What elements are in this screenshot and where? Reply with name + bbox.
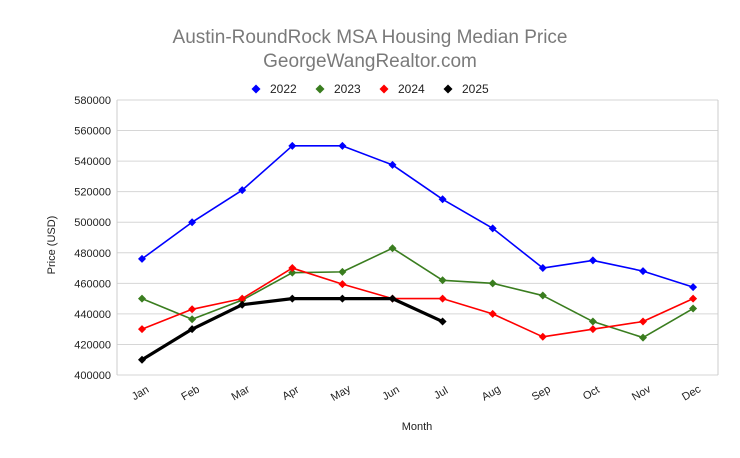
data-point-2024	[689, 294, 698, 303]
x-tick-label: Apr	[280, 384, 301, 403]
series-line-2024	[141, 267, 694, 338]
x-tick-label: Mar	[229, 383, 252, 403]
data-point-2022	[138, 254, 146, 263]
data-point-2022	[188, 218, 197, 227]
data-point-2022	[588, 256, 597, 265]
legend-label-2024: 2024	[398, 82, 425, 96]
data-point-2024	[138, 325, 146, 334]
series-line-2025	[141, 297, 444, 362]
y-axis: 400000 420000 440000 460000 480000 500000 5200…	[74, 95, 111, 382]
y-tick-label: 540000	[74, 156, 111, 168]
series-group	[138, 141, 698, 364]
data-point-2023	[639, 333, 647, 342]
x-axis-label: Month	[402, 421, 433, 433]
chart-title: Austin-RoundRock MSA Housing Median Pric…	[173, 27, 568, 48]
y-tick-label: 520000	[74, 187, 111, 199]
data-point-2024	[238, 294, 247, 303]
data-point-2022	[488, 224, 497, 233]
data-point-2025	[438, 317, 447, 326]
y-tick-label: 560000	[74, 126, 111, 138]
data-point-2023	[138, 294, 146, 303]
x-axis: Jan Feb Mar Apr May Jun Jul Aug Sep Oct Nov Dec	[130, 383, 704, 404]
data-point-2025	[238, 300, 247, 309]
legend-marker-2024	[379, 84, 389, 94]
y-axis-label: Price (USD)	[46, 216, 58, 275]
data-point-2023	[188, 315, 197, 324]
series-line-2023	[141, 247, 694, 339]
data-point-2024	[338, 280, 347, 289]
data-point-2023	[538, 291, 547, 300]
data-point-2025	[138, 355, 146, 364]
data-point-2022	[338, 141, 347, 150]
x-tick-label: Sep	[530, 383, 553, 403]
data-point-2022	[238, 186, 247, 195]
y-tick-label: 500000	[74, 217, 111, 229]
y-tick-label: 580000	[74, 95, 111, 107]
data-point-2022	[288, 141, 297, 150]
data-point-2023	[288, 268, 297, 277]
data-point-2023	[488, 279, 497, 288]
y-tick-label: 420000	[74, 339, 111, 351]
data-point-2024	[288, 264, 297, 273]
data-point-2024	[438, 294, 447, 303]
data-point-2022	[689, 283, 698, 292]
x-tick-label: Dec	[680, 383, 703, 403]
chart-subtitle: GeorgeWangRealtor.com	[263, 51, 477, 72]
x-tick-label: Feb	[179, 383, 201, 403]
legend-label-2023: 2023	[334, 82, 361, 96]
data-point-2024	[588, 325, 597, 334]
data-point-2025	[288, 294, 297, 303]
data-point-2024	[538, 332, 547, 341]
y-tick-label: 400000	[74, 370, 111, 382]
data-point-2023	[338, 267, 347, 276]
grid	[116, 99, 719, 376]
data-point-2022	[538, 264, 547, 273]
data-point-2023	[438, 276, 447, 285]
y-tick-label: 460000	[74, 278, 111, 290]
data-point-2023	[588, 317, 597, 326]
y-tick-label: 480000	[74, 248, 111, 260]
data-point-2022	[438, 195, 447, 204]
data-point-2024	[188, 305, 197, 314]
data-point-2025	[388, 294, 397, 303]
x-tick-label: Aug	[480, 383, 503, 403]
y-tick-label: 440000	[74, 309, 111, 321]
x-tick-label: Jul	[432, 385, 450, 402]
legend-marker-2023	[315, 84, 325, 94]
data-point-2022	[388, 160, 397, 169]
data-point-2024	[488, 309, 497, 318]
data-point-2023	[689, 304, 698, 313]
series-line-2022	[141, 145, 694, 288]
x-tick-label: Nov	[630, 383, 653, 403]
x-tick-label: Oct	[581, 384, 602, 403]
legend-label-2022: 2022	[270, 82, 297, 96]
data-point-2025	[188, 325, 197, 334]
data-point-2023	[388, 244, 397, 253]
x-tick-label: May	[329, 383, 353, 404]
data-point-2022	[639, 267, 647, 276]
legend-marker-2022	[251, 84, 261, 94]
data-point-2024	[639, 317, 647, 326]
legend-marker-2025	[443, 84, 453, 94]
data-point-2025	[338, 294, 347, 303]
x-tick-label: Jun	[380, 384, 401, 403]
legend: 2022 2023 2024 2025	[251, 82, 489, 96]
legend-label-2025: 2025	[462, 82, 489, 96]
x-tick-label: Jan	[130, 384, 151, 403]
